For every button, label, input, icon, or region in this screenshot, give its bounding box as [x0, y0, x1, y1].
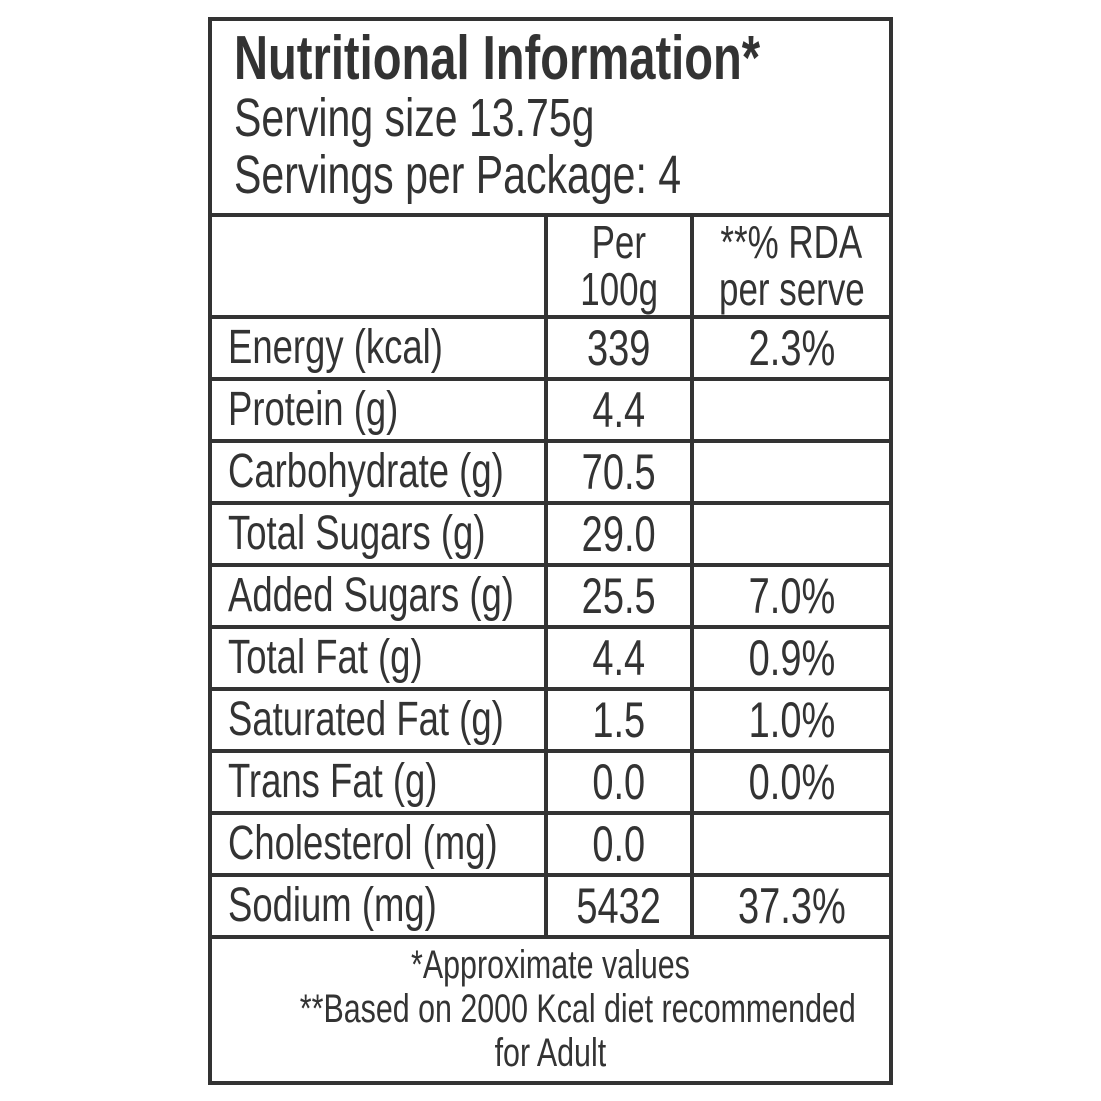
table-row-sodium: Sodium (mg) 5432 37.3% [208, 872, 893, 939]
nutrition-table: Nutritional Information* Serving size 13… [208, 16, 893, 1085]
rda-cell: 1.0% [690, 686, 893, 753]
nutrient-name: Carbohydrate (g) [228, 445, 504, 498]
table-row-carbohydrate: Carbohydrate (g) 70.5 [208, 438, 893, 505]
per-100g-header-line2: 100g [550, 262, 688, 315]
page-title-text: Nutritional Information* [234, 23, 761, 93]
table-row-energy: Energy (kcal) 339 2.3% [208, 314, 893, 381]
per-100g-cell: 1.5 [544, 686, 694, 753]
per-100g-cell: 5432 [544, 872, 694, 939]
rda-value: 37.3% [737, 877, 846, 934]
rda-header-line1: **% RDA [696, 215, 887, 268]
rda-cell: 37.3% [690, 872, 893, 939]
nutrient-cell: Added Sugars (g) [208, 562, 548, 629]
title-row: Nutritional Information* Serving size 13… [208, 16, 893, 217]
nutrient-name: Energy (kcal) [228, 321, 443, 374]
rda-value: 2.3% [748, 319, 835, 376]
rda-cell: 0.9% [690, 624, 893, 691]
per-100g-value: 1.5 [592, 691, 646, 748]
nutrient-cell: Trans Fat (g) [208, 748, 548, 815]
nutrient-cell: Saturated Fat (g) [208, 686, 548, 753]
nutrient-cell: Energy (kcal) [208, 314, 548, 381]
nutrient-name: Total Fat (g) [228, 631, 423, 684]
nutrient-name: Protein (g) [228, 383, 399, 436]
table-row-protein: Protein (g) 4.4 [208, 376, 893, 443]
serving-size: Serving size 13.75g [234, 87, 885, 148]
column-header-per-100g: Per 100g [544, 212, 694, 319]
per-100g-cell: 29.0 [544, 500, 694, 567]
nutrient-cell: Protein (g) [208, 376, 548, 443]
per-100g-value: 5432 [576, 877, 662, 934]
table-row-total-fat: Total Fat (g) 4.4 0.9% [208, 624, 893, 691]
rda-cell [690, 810, 893, 877]
rda-cell [690, 376, 893, 443]
table-row-total-sugars: Total Sugars (g) 29.0 [208, 500, 893, 567]
nutrient-cell: Total Fat (g) [208, 624, 548, 691]
per-100g-cell: 0.0 [544, 810, 694, 877]
nutrient-cell: Carbohydrate (g) [208, 438, 548, 505]
nutrient-name: Trans Fat (g) [228, 755, 438, 808]
servings-per-package: Servings per Package: 4 [234, 144, 885, 205]
servings-per-package-text: Servings per Package: 4 [234, 144, 682, 205]
per-100g-header-text1: Per [591, 215, 647, 268]
nutrient-name: Cholesterol (mg) [228, 817, 498, 870]
rda-value: 0.0% [748, 753, 835, 810]
per-100g-header-line1: Per [550, 215, 688, 268]
per-100g-value: 4.4 [592, 629, 646, 686]
per-100g-value: 4.4 [592, 381, 646, 438]
rda-cell: 7.0% [690, 562, 893, 629]
per-100g-cell: 70.5 [544, 438, 694, 505]
per-100g-value: 0.0 [592, 753, 646, 810]
per-100g-cell: 4.4 [544, 624, 694, 691]
nutrient-name: Sodium (mg) [228, 879, 437, 932]
nutrient-cell: Cholesterol (mg) [208, 810, 548, 877]
per-100g-value: 70.5 [582, 443, 656, 500]
footnote-approximate: *Approximate values [214, 942, 887, 987]
footnote-rda-basis-text: **Based on 2000 Kcal diet recommended [299, 986, 856, 1031]
rda-cell [690, 500, 893, 567]
rda-header-text1: **% RDA [720, 215, 863, 268]
rda-cell: 2.3% [690, 314, 893, 381]
table-row-saturated-fat: Saturated Fat (g) 1.5 1.0% [208, 686, 893, 753]
page-title: Nutritional Information* [234, 23, 885, 93]
rda-cell [690, 438, 893, 505]
rda-value: 7.0% [748, 567, 835, 624]
footnote-approximate-text: *Approximate values [411, 942, 690, 987]
footnote-rda-basis: **Based on 2000 Kcal diet recommended [214, 986, 887, 1031]
rda-value: 1.0% [748, 691, 835, 748]
per-100g-cell: 339 [544, 314, 694, 381]
footnote-rda-basis-continued: for Adult [214, 1030, 887, 1075]
nutrient-name: Saturated Fat (g) [228, 693, 504, 746]
rda-value: 0.9% [748, 629, 835, 686]
nutrient-cell: Total Sugars (g) [208, 500, 548, 567]
rda-cell: 0.0% [690, 748, 893, 815]
title-block: Nutritional Information* Serving size 13… [208, 16, 893, 217]
column-header-rda: **% RDA per serve [690, 212, 893, 319]
table-row-cholesterol: Cholesterol (mg) 0.0 [208, 810, 893, 877]
footnotes-row: *Approximate values **Based on 2000 Kcal… [208, 934, 893, 1085]
nutrient-name: Total Sugars (g) [228, 507, 486, 560]
nutrient-name: Added Sugars (g) [228, 569, 514, 622]
rda-header-text2: per serve [718, 262, 865, 315]
per-100g-cell: 25.5 [544, 562, 694, 629]
per-100g-value: 0.0 [592, 815, 646, 872]
serving-size-text: Serving size 13.75g [234, 87, 595, 148]
column-header-row: Per 100g **% RDA per serve [208, 212, 893, 319]
per-100g-cell: 0.0 [544, 748, 694, 815]
per-100g-value: 339 [587, 319, 651, 376]
nutrient-cell: Sodium (mg) [208, 872, 548, 939]
column-header-nutrient [208, 212, 548, 319]
rda-header-line2: per serve [696, 262, 887, 315]
table-row-trans-fat: Trans Fat (g) 0.0 0.0% [208, 748, 893, 815]
per-100g-cell: 4.4 [544, 376, 694, 443]
per-100g-value: 29.0 [582, 505, 656, 562]
per-100g-header-text2: 100g [580, 262, 658, 315]
per-100g-value: 25.5 [582, 567, 656, 624]
footnotes: *Approximate values **Based on 2000 Kcal… [208, 934, 893, 1085]
table-row-added-sugars: Added Sugars (g) 25.5 7.0% [208, 562, 893, 629]
footnote-rda-basis-continued-text: for Adult [494, 1030, 607, 1075]
